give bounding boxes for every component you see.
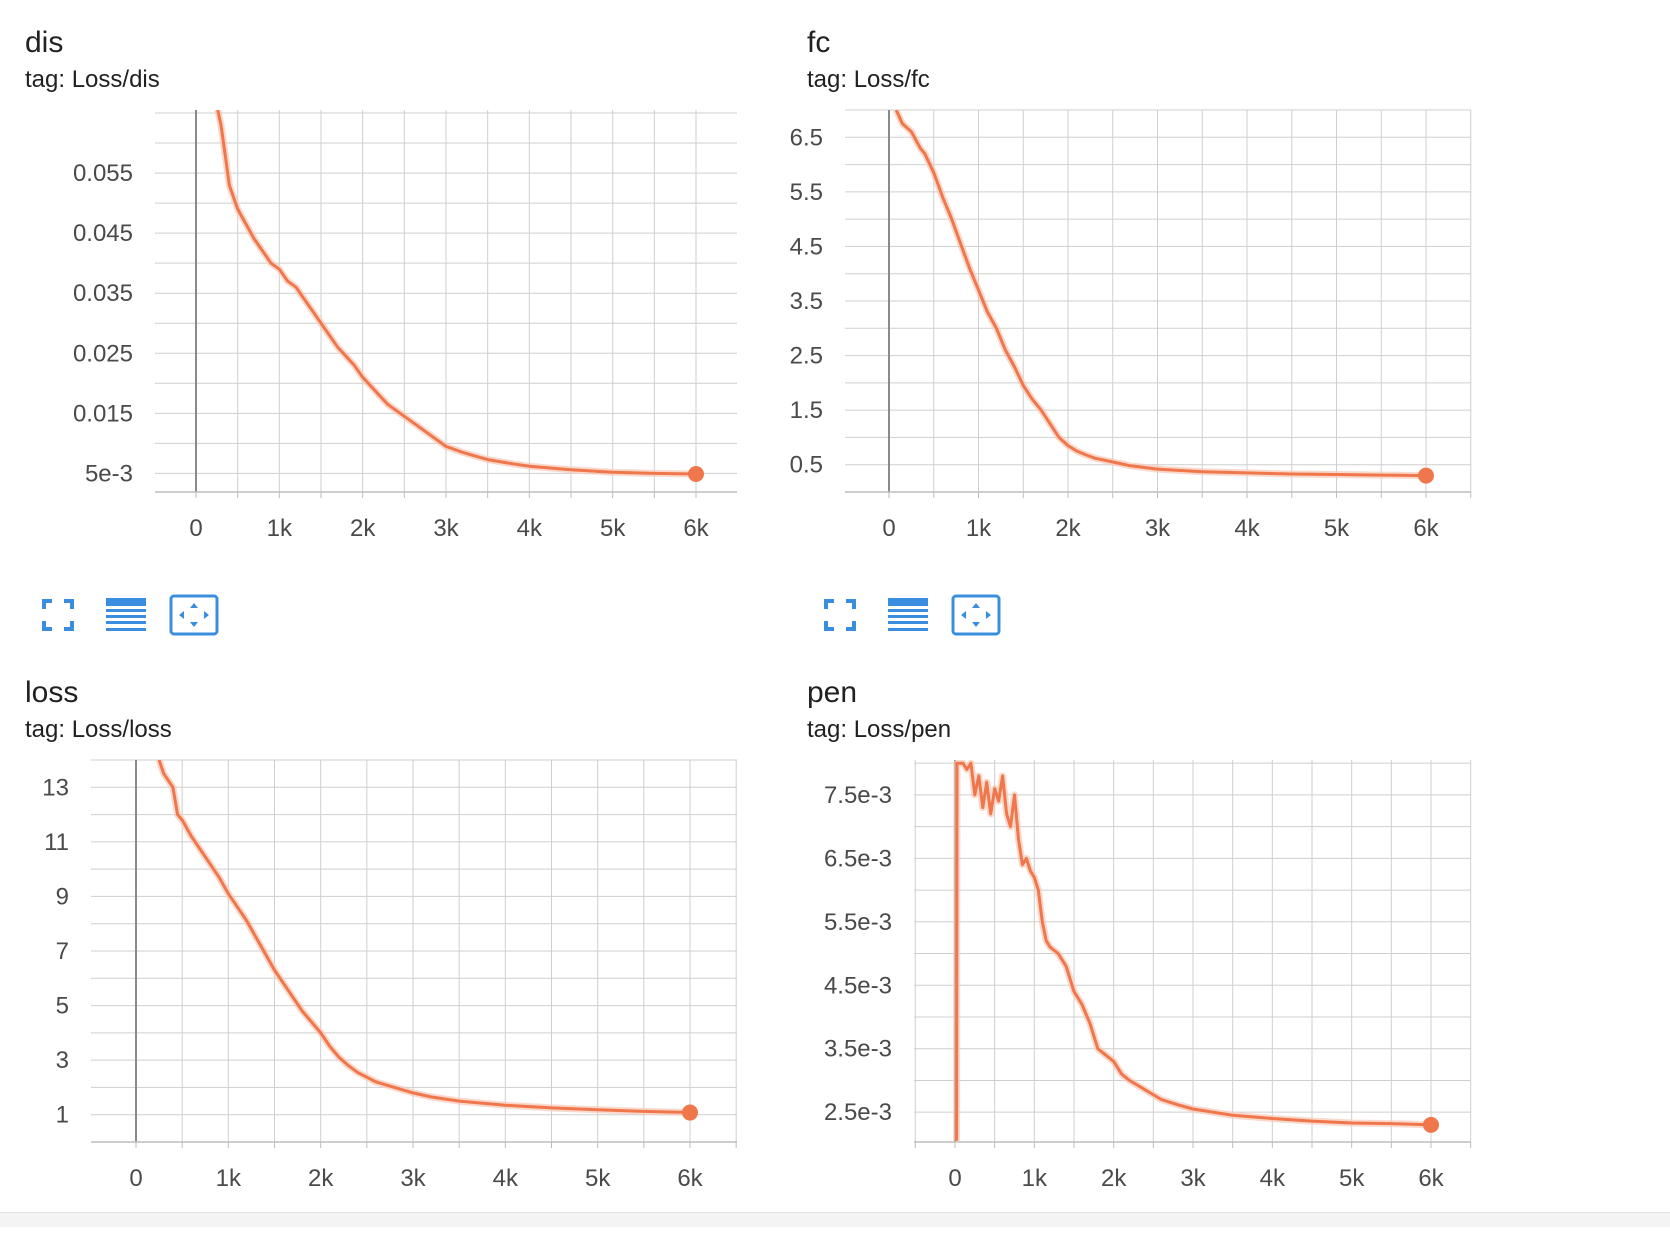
chart-title: fc [807, 26, 831, 59]
y-tick-label: 5e-3 [85, 460, 133, 487]
chart-tag: tag: Loss/pen [807, 716, 952, 743]
y-tick-label: 1 [56, 1102, 69, 1129]
y-tick-label: 7 [56, 938, 69, 965]
series-end-point [682, 1104, 698, 1121]
x-tick-label: 6k [1413, 515, 1439, 542]
horizontal-scrollbar-track[interactable] [0, 1212, 1670, 1227]
y-tick-label: 2.5e-3 [824, 1099, 892, 1126]
y-tick-label: 1.5 [790, 397, 823, 424]
y-tick-label: 0.055 [73, 160, 133, 187]
fullscreen-button[interactable] [32, 592, 84, 638]
list-lines-icon [105, 596, 147, 634]
fit-domain-icon [169, 594, 219, 636]
chart-plot[interactable]: 0 1k 2k 3k 4k 5k 6k 2.5e-3 3.5e-3 4.5e-3 5.5e-3 6.5… [782, 760, 1542, 1200]
y-tick-label: 11 [44, 829, 69, 856]
y-tick-label: 5.5e-3 [824, 909, 892, 936]
x-tick-label: 6k [1418, 1165, 1444, 1192]
chart-card-pen: pen tag: Loss/pen 0 1k 2k 3k 4k 5k 6k 2.5e-3 3.5… [782, 650, 1582, 1250]
y-tick-label: 0.5 [790, 452, 823, 479]
series-end-point [688, 465, 704, 482]
y-tick-label: 3.5e-3 [824, 1036, 892, 1063]
x-tick-label: 3k [1145, 515, 1171, 542]
y-tick-label: 5 [56, 993, 69, 1020]
x-tick-label: 3k [400, 1165, 426, 1192]
x-tick-label: 6k [677, 1165, 703, 1192]
fit-domain-button[interactable] [168, 592, 220, 638]
y-tick-label: 0.035 [73, 280, 133, 307]
list-lines-button[interactable] [882, 592, 934, 638]
x-tick-label: 0 [129, 1165, 142, 1192]
fit-domain-button[interactable] [950, 592, 1002, 638]
x-tick-label: 0 [189, 515, 202, 542]
x-tick-label: 2k [350, 515, 376, 542]
fullscreen-icon [823, 598, 857, 632]
series-end-point [1418, 467, 1434, 484]
x-tick-label: 4k [1260, 1165, 1286, 1192]
x-tick-label: 1k [966, 515, 992, 542]
x-tick-label: 5k [585, 1165, 611, 1192]
y-tick-label: 0.025 [73, 340, 133, 367]
x-tick-label: 3k [1180, 1165, 1206, 1192]
chart-title: dis [25, 26, 64, 59]
y-tick-label: 0.015 [73, 400, 133, 427]
x-tick-label: 1k [267, 515, 293, 542]
x-tick-label: 5k [1339, 1165, 1365, 1192]
chart-tag: tag: Loss/dis [25, 66, 160, 93]
chart-plot[interactable]: 0 1k 2k 3k 4k 5k 6k 0.5 1.5 2.5 3.5 4.5 5.5 6.5 [782, 109, 1542, 550]
x-tick-label: 3k [433, 515, 459, 542]
chart-tag: tag: Loss/loss [25, 716, 172, 743]
y-tick-label: 3.5 [790, 288, 823, 315]
chart-tag: tag: Loss/fc [807, 66, 930, 93]
y-tick-label: 2.5 [790, 343, 823, 370]
chart-card-dis: dis tag: Loss/dis 0 1k 2k 3k 4k 5k 6k 5e-3 0.015… [0, 0, 800, 636]
fit-domain-icon [951, 594, 1001, 636]
x-tick-label: 2k [1055, 515, 1081, 542]
x-tick-label: 1k [1022, 1165, 1048, 1192]
y-tick-label: 6.5 [790, 124, 823, 151]
chart-title: pen [807, 676, 858, 709]
x-tick-label: 0 [882, 515, 895, 542]
series-line [216, 110, 697, 476]
series-line [955, 761, 1432, 1141]
y-tick-label: 3 [56, 1047, 69, 1074]
fullscreen-button[interactable] [814, 592, 866, 638]
y-tick-label: 0.045 [73, 220, 133, 247]
x-tick-label: 1k [216, 1165, 242, 1192]
list-lines-button[interactable] [100, 592, 152, 638]
series-line [894, 110, 1427, 478]
list-lines-icon [887, 596, 929, 634]
series-line [157, 760, 691, 1114]
series-raw-line [953, 760, 1432, 1141]
x-tick-label: 4k [1234, 515, 1260, 542]
y-tick-label: 5.5 [790, 179, 823, 206]
y-tick-label: 6.5e-3 [824, 845, 892, 872]
x-tick-label: 4k [517, 515, 543, 542]
x-tick-label: 6k [683, 515, 709, 542]
x-tick-label: 5k [600, 515, 626, 542]
chart-plot[interactable]: 0 1k 2k 3k 4k 5k 6k 5e-3 0.015 0.025 0.035 0.045 0.0… [0, 110, 760, 550]
chart-card-loss: loss tag: Loss/loss 0 1k 2k 3k 4k 5k 6k 1 3 5 7 9 11… [0, 650, 800, 1250]
x-tick-label: 4k [493, 1165, 519, 1192]
y-tick-label: 13 [42, 774, 69, 801]
y-tick-label: 4.5 [790, 233, 823, 260]
series-raw-line [214, 110, 697, 478]
y-tick-label: 4.5e-3 [824, 972, 892, 999]
chart-card-fc: fc tag: Loss/fc 0 1k 2k 3k 4k 5k 6k 0.5 1.5 2.5 3.… [782, 0, 1582, 636]
x-tick-label: 5k [1324, 515, 1350, 542]
series-end-point [1423, 1116, 1439, 1133]
x-tick-label: 2k [1101, 1165, 1127, 1192]
x-tick-label: 2k [308, 1165, 334, 1192]
y-tick-label: 7.5e-3 [824, 782, 892, 809]
chart-title: loss [25, 676, 79, 709]
x-tick-label: 0 [948, 1165, 961, 1192]
series-raw-line [155, 760, 691, 1116]
y-tick-label: 9 [56, 883, 69, 910]
fullscreen-icon [41, 598, 75, 632]
